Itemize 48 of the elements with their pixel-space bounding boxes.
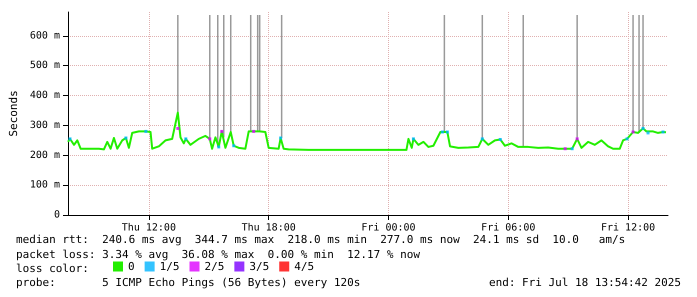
point bbox=[208, 137, 212, 140]
point bbox=[446, 130, 449, 134]
point bbox=[217, 145, 220, 148]
legend-label: 2/5 bbox=[204, 260, 224, 273]
point bbox=[232, 144, 236, 148]
legend-label: 1/5 bbox=[160, 260, 180, 273]
point bbox=[642, 126, 645, 130]
legend-label: 3/5 bbox=[249, 260, 270, 273]
x-tick-label: Fri 12:00 bbox=[600, 222, 656, 234]
y-tick-label: 100 m bbox=[30, 180, 60, 191]
legend-label: 4/5 bbox=[294, 260, 314, 273]
y-tick-label: 500 m bbox=[30, 60, 60, 72]
y-tick-label: 400 m bbox=[30, 90, 60, 102]
point bbox=[646, 131, 650, 134]
x-tick-label: Fri 00:00 bbox=[361, 222, 416, 234]
point bbox=[144, 130, 148, 133]
y-tick-label: 600 m bbox=[30, 30, 60, 42]
text: probe: 5 ICMP Echo Pings (56 Bytes) every 120s bbox=[16, 276, 360, 289]
line-series bbox=[67, 112, 668, 151]
point bbox=[220, 130, 224, 133]
legend-label: 0 bbox=[128, 260, 135, 273]
x-tick-label: Fri 06:00 bbox=[481, 222, 536, 234]
text: end: Fri Jul 18 13:54:42 2025 bbox=[488, 276, 682, 289]
y-axis-title: Seconds bbox=[7, 90, 20, 137]
y-tick-label: 300 m bbox=[30, 120, 60, 131]
y-tick-label: 0 bbox=[54, 210, 60, 220]
point bbox=[576, 137, 579, 140]
legend-title: loss color: bbox=[16, 262, 89, 275]
x-tick-label: Thu 12:00 bbox=[122, 222, 176, 234]
text: median rtt: 240.6 ms avg 344.7 ms max 218.0 ms min 277.0 ms now 24.1 ms sd 10.0 am/s bbox=[16, 233, 626, 246]
point bbox=[252, 130, 256, 133]
y-tick-label: 200 m bbox=[30, 150, 60, 161]
point bbox=[498, 138, 502, 141]
point bbox=[662, 130, 665, 134]
x-tick-label: Thu 18:00 bbox=[242, 222, 296, 234]
point bbox=[564, 147, 567, 150]
point bbox=[480, 137, 484, 140]
point bbox=[279, 136, 282, 140]
text: packet loss: 3.34 % avg 36.08 % max 0.00 % min 12.17 % now bbox=[16, 248, 420, 261]
point bbox=[184, 137, 188, 140]
point bbox=[176, 126, 180, 130]
point bbox=[412, 137, 415, 140]
point bbox=[124, 136, 128, 140]
point bbox=[68, 137, 72, 140]
point bbox=[440, 130, 444, 134]
point bbox=[626, 137, 629, 140]
point bbox=[632, 130, 635, 134]
point bbox=[570, 147, 574, 150]
